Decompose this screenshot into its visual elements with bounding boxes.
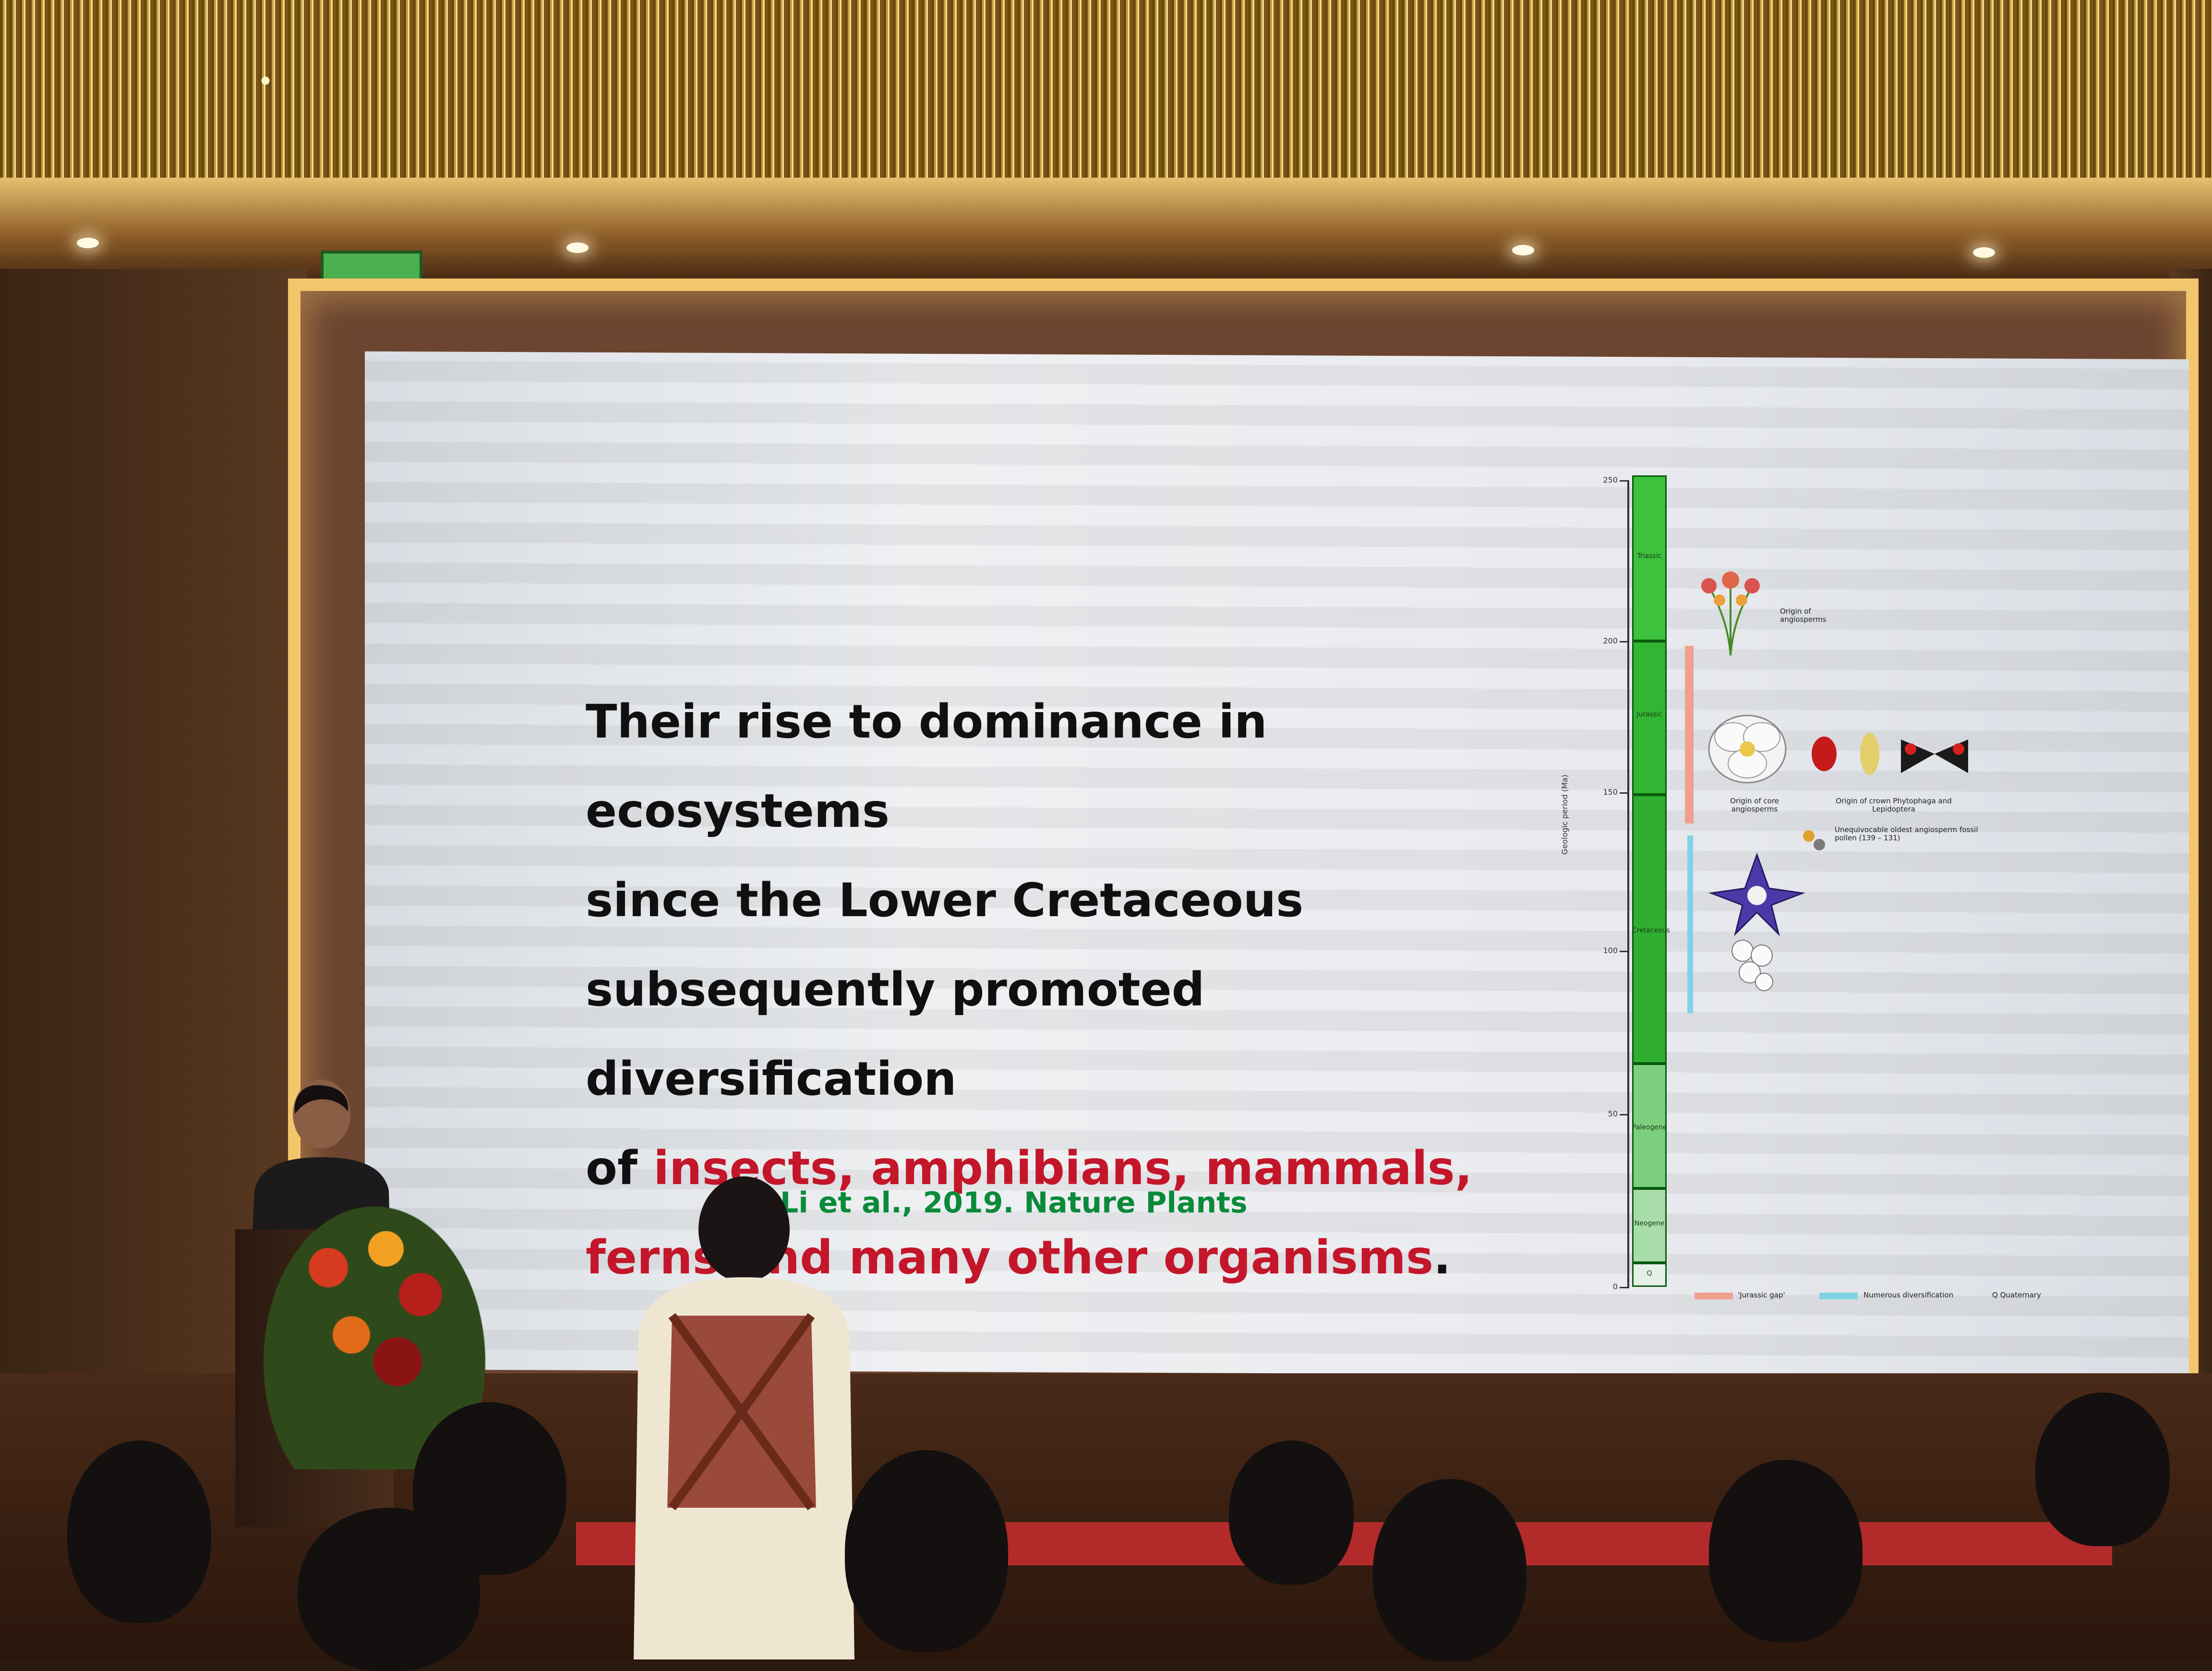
period-label: Paleogene <box>1632 1124 1667 1131</box>
slide-text-prefix: of <box>586 1141 654 1195</box>
period-label: Triassic <box>1637 552 1662 560</box>
slide-line: Their rise to dominance in ecosystems <box>586 695 1267 838</box>
legend-swatch-diversification <box>1819 1293 1858 1299</box>
period-label: Q <box>1647 1270 1652 1277</box>
timeline-tick <box>1620 641 1629 642</box>
figure-note: Origin of angiosperms <box>1780 607 1827 624</box>
audience-head <box>1373 1479 1527 1661</box>
timeline-tick-label: 200 <box>1603 636 1618 645</box>
timeline-tick-label: 0 <box>1612 1282 1618 1291</box>
legend-label: Q Quaternary <box>1992 1291 2041 1299</box>
angiosperm-origin-illustration <box>1701 571 1760 656</box>
timeline-tick <box>1620 792 1629 794</box>
figure-note: Origin of crown Phytophaga and Lepidopte… <box>1836 797 1952 813</box>
figure-note: Origin of core angiosperms <box>1730 797 1779 813</box>
slide-line: subsequently promoted diversification <box>586 963 1205 1106</box>
magnolia-flower-illustration <box>1708 714 1787 784</box>
audience-head <box>1229 1441 1354 1585</box>
audience-head <box>2035 1392 2170 1546</box>
period-label: Jurassic <box>1636 711 1662 718</box>
presenter-silhouette <box>634 1176 854 1659</box>
period-bar-triassic <box>1632 475 1667 641</box>
slide-line: since the Lower Cretaceous <box>586 873 1304 927</box>
slide-line: of insects, amphibians, mammals, <box>586 1124 1565 1213</box>
period-label: Neogene <box>1634 1220 1665 1227</box>
legend-swatch-jurassic-gap <box>1695 1293 1733 1299</box>
chandelier-ceiling <box>0 0 2212 202</box>
timeline-tick-label: 150 <box>1603 787 1618 797</box>
ceiling-spotlight <box>566 242 589 253</box>
timeline-tick <box>1620 480 1629 482</box>
ceiling-spotlight <box>77 238 99 248</box>
period-bar-neogene <box>1632 1188 1667 1263</box>
period-bar-quaternary <box>1632 1263 1667 1287</box>
slide-highlight: insects, amphibians, mammals, <box>653 1141 1473 1195</box>
ceiling-spotlight <box>1973 247 1995 258</box>
geologic-timeline-figure: Geologic period (Ma) 250 200 150 100 50 … <box>1560 471 2059 1316</box>
timeline-tick <box>1620 1114 1629 1115</box>
slide-text-suffix: . <box>1433 1231 1451 1284</box>
pollen-grain-illustration <box>1803 830 1825 850</box>
ceiling-spotlight <box>1512 245 1534 255</box>
legend-label: 'Jurassic gap' <box>1738 1291 1785 1299</box>
audience-head <box>67 1441 211 1623</box>
timeline-tick-label: 100 <box>1603 946 1618 955</box>
audience-head <box>1709 1460 1863 1642</box>
figure-note: Unequivocable oldest angiosperm fossil p… <box>1835 825 1978 842</box>
audience-head <box>413 1402 566 1575</box>
diversification-strip <box>1687 836 1693 1013</box>
period-bar-paleogene <box>1632 1064 1667 1188</box>
period-bar-cretaceous <box>1632 795 1667 1064</box>
timeline-axis-title: Geologic period (Ma) <box>1560 775 1569 855</box>
period-label: Cretaceous <box>1632 927 1670 934</box>
blue-flower-illustration <box>1708 852 1805 936</box>
timeline-tick-label: 250 <box>1603 475 1618 484</box>
audience-head <box>845 1450 1008 1652</box>
legend-label: Numerous diversification <box>1863 1291 1954 1299</box>
jurassic-gap-strip <box>1685 646 1694 823</box>
period-bar-jurassic <box>1632 641 1667 795</box>
white-flower-cluster-illustration <box>1731 940 1773 991</box>
timeline-tick <box>1620 951 1629 952</box>
slide-citation: Li et al., 2019. Nature Plants <box>780 1186 1248 1220</box>
timeline-tick-label: 50 <box>1608 1109 1618 1118</box>
timeline-tick <box>1620 1287 1629 1288</box>
timeline-axis <box>1627 480 1629 1287</box>
insect-illustrations <box>1812 733 1968 775</box>
